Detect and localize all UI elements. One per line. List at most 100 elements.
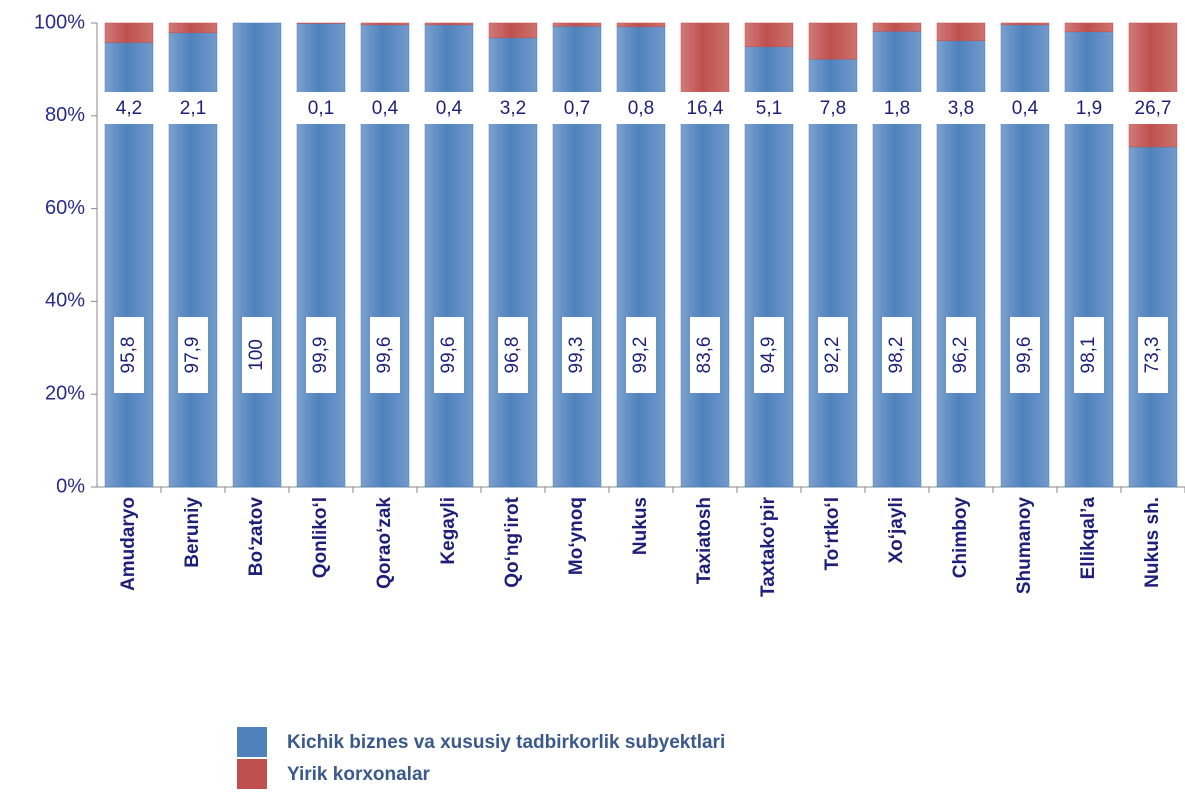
x-tick-label: Nukus [630, 497, 651, 555]
data-label: 99,9 [310, 337, 331, 374]
label-box [498, 317, 528, 393]
data-label: 0,1 [308, 98, 334, 119]
y-tick-label: 0% [56, 475, 85, 497]
data-label: 83,6 [694, 337, 715, 374]
bar-segment [1000, 22, 1050, 26]
data-label: 7,8 [820, 98, 846, 119]
data-label: 26,7 [1135, 98, 1172, 119]
bar-segment [1128, 22, 1178, 148]
data-label: 95,8 [118, 337, 139, 374]
x-tick-label: To‘rtko‘l [822, 497, 843, 571]
label-box [550, 92, 604, 124]
data-label: 98,2 [886, 337, 907, 374]
x-tick-label: Bo‘zatov [246, 497, 267, 577]
label-box [114, 317, 144, 393]
bar-segment [424, 22, 474, 26]
label-box [882, 317, 912, 393]
bar-segment [680, 22, 730, 100]
data-label: 99,2 [630, 337, 651, 374]
legend-label: Yirik korxonalar [287, 764, 431, 785]
label-box [242, 317, 272, 393]
legend-swatch [237, 727, 267, 757]
label-box [614, 92, 668, 124]
data-label: 98,1 [1078, 337, 1099, 374]
data-label: 0,4 [372, 98, 399, 119]
data-label: 100 [246, 339, 267, 371]
bar-segment [232, 22, 282, 488]
data-label: 97,9 [182, 337, 203, 374]
data-label: 99,6 [374, 337, 395, 374]
x-tick-label: Qorao‘zak [374, 497, 395, 589]
data-label: 0,4 [1012, 98, 1039, 119]
x-tick-label: Nukus sh. [1142, 497, 1163, 588]
bar-segment [808, 22, 858, 60]
data-label: 3,2 [500, 98, 526, 119]
bar-segment [1064, 22, 1114, 33]
data-label: 1,9 [1076, 98, 1102, 119]
label-box [818, 317, 848, 393]
data-label: 73,3 [1142, 337, 1163, 374]
data-label: 99,3 [566, 337, 587, 374]
bar-segment [808, 58, 858, 488]
y-tick-label: 80% [45, 104, 85, 126]
data-label: 94,9 [758, 337, 779, 374]
label-box [690, 317, 720, 393]
label-box [626, 317, 656, 393]
label-box [1062, 92, 1116, 124]
x-tick-label: Amudaryo [118, 497, 139, 591]
label-box [806, 92, 860, 124]
x-tick-label: Chimboy [950, 497, 971, 579]
y-tick-label: 20% [45, 382, 85, 404]
data-label: 92,2 [822, 337, 843, 374]
label-box [742, 92, 796, 124]
x-tick-label: Qonliko‘l [310, 497, 331, 578]
x-tick-label: Beruniy [182, 497, 203, 568]
y-tick-label: 40% [45, 290, 85, 312]
y-tick-label: 60% [45, 197, 85, 219]
legend-label: Kichik biznes va xususiy tadbirkorlik su… [287, 732, 725, 753]
label-box [306, 317, 336, 393]
bar-segment [488, 22, 538, 39]
label-box [166, 92, 220, 124]
x-tick-label: Kegayli [438, 497, 459, 565]
label-box [102, 92, 156, 124]
data-label: 2,1 [180, 98, 206, 119]
legend-swatch [237, 759, 267, 789]
bar-segment [104, 22, 154, 43]
label-box [1010, 317, 1040, 393]
label-box [998, 92, 1052, 124]
bar-segment [168, 22, 218, 33]
y-tick-label: 100% [34, 11, 85, 33]
label-box [422, 92, 476, 124]
x-tick-label: Taxtako‘pir [758, 496, 779, 597]
data-label: 5,1 [756, 98, 782, 119]
label-box [1138, 317, 1168, 393]
label-box [370, 317, 400, 393]
x-tick-label: Taxiatosh [694, 497, 715, 584]
label-box [870, 92, 924, 124]
label-box [1126, 92, 1180, 124]
bar-segment [936, 22, 986, 41]
data-label: 96,2 [950, 337, 971, 374]
data-label: 99,6 [1014, 337, 1035, 374]
label-box [934, 92, 988, 124]
data-label: 0,4 [436, 98, 463, 119]
label-box [294, 92, 348, 124]
data-label: 96,8 [502, 337, 523, 374]
x-tick-label: Xo‘jayli [886, 497, 907, 564]
label-box [946, 317, 976, 393]
x-tick-label: Qo‘ng‘irot [502, 496, 523, 587]
label-box [358, 92, 412, 124]
label-box [754, 317, 784, 393]
x-tick-label: Ellikqal’a [1078, 497, 1099, 580]
label-box [678, 92, 732, 124]
label-box [178, 317, 208, 393]
data-label: 0,8 [628, 98, 654, 119]
data-label: 1,8 [884, 98, 910, 119]
label-box [1074, 317, 1104, 393]
bar-segment [680, 98, 730, 488]
bar-segment [360, 22, 410, 26]
data-label: 0,7 [564, 98, 590, 119]
bar-segment [744, 22, 794, 47]
